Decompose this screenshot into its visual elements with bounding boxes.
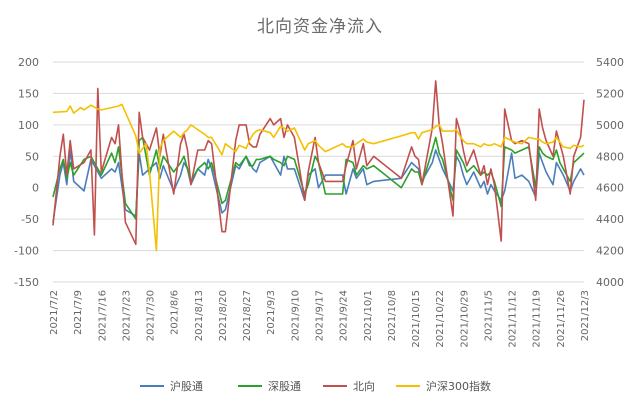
x-tick-label: 2021/11/26 [556,290,567,348]
y2-tick-label: 4200 [596,245,624,258]
x-tick-label: 2021/10/29 [459,290,470,348]
y2-tick-label: 4600 [596,182,624,195]
series-line-2 [52,80,585,246]
x-tick-label: 2021/9/24 [339,290,350,341]
gridlines [53,61,584,283]
y-tick-label: 100 [18,119,39,132]
x-tick-label: 2021/9/17 [315,290,326,341]
y2-tick-label: 4000 [596,276,624,289]
y-tick-label: -50 [21,213,39,226]
chart-title: 北向资金净流入 [257,17,383,37]
y-tick-label: 50 [25,150,39,163]
y2-tick-label: 4400 [596,213,624,226]
y-tick-label: -150 [14,276,39,289]
x-axis: 2021/7/2 2021/7/9 2021/7/16 2021/7/23 2021/7… [49,290,591,348]
x-tick-label: 2021/7/30 [146,290,157,341]
x-tick-label: 2021/11/5 [483,290,494,341]
legend-label: 沪深300指数 [426,379,491,393]
legend-label: 沪股通 [170,379,203,393]
x-tick-label: 2021/7/23 [121,290,132,341]
left-axis: -150 -100 -50 0 50 100 150 200 [14,56,39,289]
series-lines [52,80,585,252]
x-tick-label: 2021/8/6 [170,290,181,335]
x-tick-label: 2021/9/3 [266,290,277,335]
legend: 沪股通 深股通 北向 沪深300指数 [140,379,491,393]
x-tick-label: 2021/7/9 [73,290,84,335]
x-tick-label: 2021/8/13 [194,290,205,341]
y2-tick-label: 5200 [596,87,624,100]
x-tick-label: 2021/11/19 [532,290,543,348]
legend-label: 北向 [353,379,375,393]
y2-tick-label: 5000 [596,119,624,132]
legend-label: 深股通 [268,380,301,393]
x-tick-label: 2021/7/2 [49,290,60,335]
right-axis: 4000 4200 4400 4600 4800 5000 5200 5400 [596,56,624,289]
x-tick-label: 2021/7/16 [97,290,108,341]
x-tick-label: 2021/10/22 [435,290,446,348]
y2-tick-label: 5400 [596,56,624,69]
x-tick-label: 2021/10/8 [387,290,398,341]
series-line-0 [52,149,585,223]
x-tick-label: 2021/10/15 [411,290,422,348]
y-tick-label: 150 [18,87,39,100]
y-tick-label: 0 [32,182,39,195]
y-tick-label: -100 [14,245,39,258]
y2-tick-label: 4800 [596,150,624,163]
x-tick-label: 2021/10/1 [363,290,374,341]
series-line-1 [52,136,585,220]
x-tick-label: 2021/8/27 [242,290,253,341]
x-tick-label: 2021/12/3 [580,290,591,341]
x-tick-label: 2021/9/10 [290,290,301,341]
series-line-3 [52,103,585,252]
y-tick-label: 200 [18,56,39,69]
x-tick-label: 2021/8/20 [218,290,229,341]
x-tick-label: 2021/11/12 [508,290,519,348]
